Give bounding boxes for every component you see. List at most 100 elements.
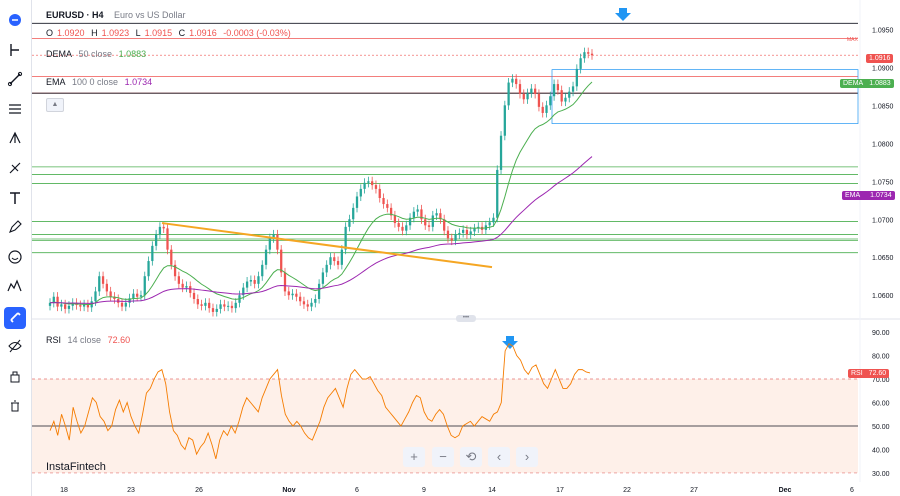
- brush-icon: [6, 159, 24, 182]
- scroll-right-button[interactable]: ›: [516, 447, 538, 467]
- dema-params: 50 close: [78, 49, 113, 59]
- candle-body: [124, 302, 127, 307]
- rsi-axis-tick: 50.00: [872, 424, 890, 431]
- brush-tool-button[interactable]: [4, 159, 26, 181]
- candle-body: [534, 88, 537, 94]
- time-axis-tick: 23: [127, 487, 135, 494]
- candle-body: [420, 209, 423, 220]
- candle-body: [590, 53, 594, 56]
- time-axis-tick: Nov: [282, 487, 295, 494]
- max-marker: MAX: [847, 37, 858, 43]
- candle-body: [227, 305, 230, 307]
- candle-body: [321, 272, 325, 284]
- candle-body: [208, 302, 211, 309]
- pencil-icon: [6, 218, 24, 241]
- trend-line[interactable]: [161, 222, 493, 269]
- candle-body: [386, 204, 389, 208]
- dema-name: DEMA: [46, 49, 73, 59]
- time-axis-tick: 14: [488, 487, 496, 494]
- ema-legend[interactable]: EMA 100 0 close 1.0734: [46, 77, 156, 87]
- ohlc-high-value: 1.0923: [101, 28, 130, 38]
- candle-body: [48, 302, 52, 306]
- candle-body: [101, 276, 105, 284]
- text-tool-button[interactable]: [4, 189, 26, 211]
- candle-body: [545, 105, 548, 113]
- candle-body: [564, 97, 567, 102]
- candle-body: [230, 305, 234, 309]
- range-box[interactable]: [551, 69, 859, 124]
- rsi-tag-value: 72.60: [868, 370, 887, 377]
- trend-line-tool-button[interactable]: [4, 70, 26, 92]
- collapse-legend-button[interactable]: ▲: [46, 98, 64, 112]
- price-axis-tick: 1.0800: [872, 141, 894, 148]
- candle-body: [181, 283, 184, 288]
- flag-icon: [6, 11, 24, 34]
- candle-body: [424, 219, 427, 226]
- pitchfork-tool-button[interactable]: [4, 129, 26, 151]
- trash-tool-button[interactable]: [4, 397, 26, 419]
- candle-body: [499, 135, 503, 170]
- candle-body: [196, 299, 199, 305]
- candle-body: [412, 211, 415, 218]
- candle-body: [526, 93, 529, 100]
- lock-icon: [6, 367, 24, 390]
- price-axis-tick: 1.0850: [872, 103, 894, 110]
- cursor-tool-button[interactable]: [4, 41, 26, 63]
- candle-body: [242, 287, 245, 296]
- candle-body: [367, 181, 370, 183]
- zoom-in-button[interactable]: +: [403, 447, 425, 467]
- candle-body: [139, 295, 143, 297]
- candle-body: [461, 229, 465, 233]
- scroll-left-button[interactable]: ‹: [488, 447, 510, 467]
- candle-body: [219, 304, 222, 309]
- candle-body: [283, 272, 287, 292]
- candle-body: [583, 52, 586, 59]
- candle-body: [571, 86, 575, 92]
- candle-body: [416, 209, 419, 212]
- candle-body: [287, 291, 290, 296]
- dema-value: 1.0883: [118, 49, 147, 59]
- pattern-tool-button[interactable]: [4, 277, 26, 299]
- time-axis-tick: Dec: [779, 487, 792, 494]
- time-axis-tick: 22: [623, 487, 631, 494]
- candle-body: [488, 222, 491, 226]
- rsi-value-tag: RSI 72.60: [848, 369, 890, 378]
- candle-body: [450, 238, 453, 241]
- time-axis-tick: 27: [690, 487, 698, 494]
- rsi-axis-tick: 60.00: [872, 401, 890, 408]
- fib-tool-button[interactable]: [4, 100, 26, 122]
- candle-body: [249, 280, 253, 282]
- candle-body: [306, 304, 309, 307]
- flag-tool-button[interactable]: [4, 11, 26, 33]
- reset-chart-button[interactable]: ⟲: [460, 447, 482, 467]
- pencil-tool-button[interactable]: [4, 218, 26, 240]
- candle-body: [363, 182, 366, 189]
- candle-body: [389, 207, 393, 216]
- dema-legend[interactable]: DEMA 50 close 1.0883: [46, 49, 150, 59]
- candle-body: [568, 91, 571, 98]
- rsi-legend[interactable]: RSI 14 close 72.60: [46, 335, 134, 345]
- rsi-axis-tick: 30.00: [872, 471, 890, 478]
- chart-area[interactable]: 1.0950 1.0900 1.0850 1.0800 1.0750 1.0700 1.06…: [32, 0, 900, 496]
- dema-tag-label: DEMA: [843, 80, 864, 87]
- candle-body: [359, 188, 362, 197]
- candle-body: [518, 84, 522, 94]
- candle-body: [71, 302, 74, 306]
- candle-body: [166, 228, 169, 250]
- candle-body: [128, 298, 131, 303]
- candle-body: [317, 283, 321, 300]
- candle-body: [431, 215, 434, 227]
- symbol-legend: EURUSD · H4 Euro vs US Dollar: [46, 10, 190, 20]
- emoji-tool-button[interactable]: [4, 248, 26, 270]
- ema-value: 1.0734: [124, 77, 153, 87]
- pane-divider-handle[interactable]: •••: [456, 315, 476, 322]
- candle-body: [79, 305, 82, 307]
- magnet-icon: [6, 307, 24, 330]
- magnet-tool-button[interactable]: [4, 307, 26, 329]
- hide-tool-button[interactable]: [4, 337, 26, 359]
- ohlc-open-value: 1.0920: [57, 28, 85, 38]
- zoom-out-button[interactable]: −: [432, 447, 454, 467]
- lock-tool-button[interactable]: [4, 367, 26, 389]
- price-axis-tick: 1.0700: [872, 217, 894, 224]
- ema-name: EMA: [46, 77, 66, 87]
